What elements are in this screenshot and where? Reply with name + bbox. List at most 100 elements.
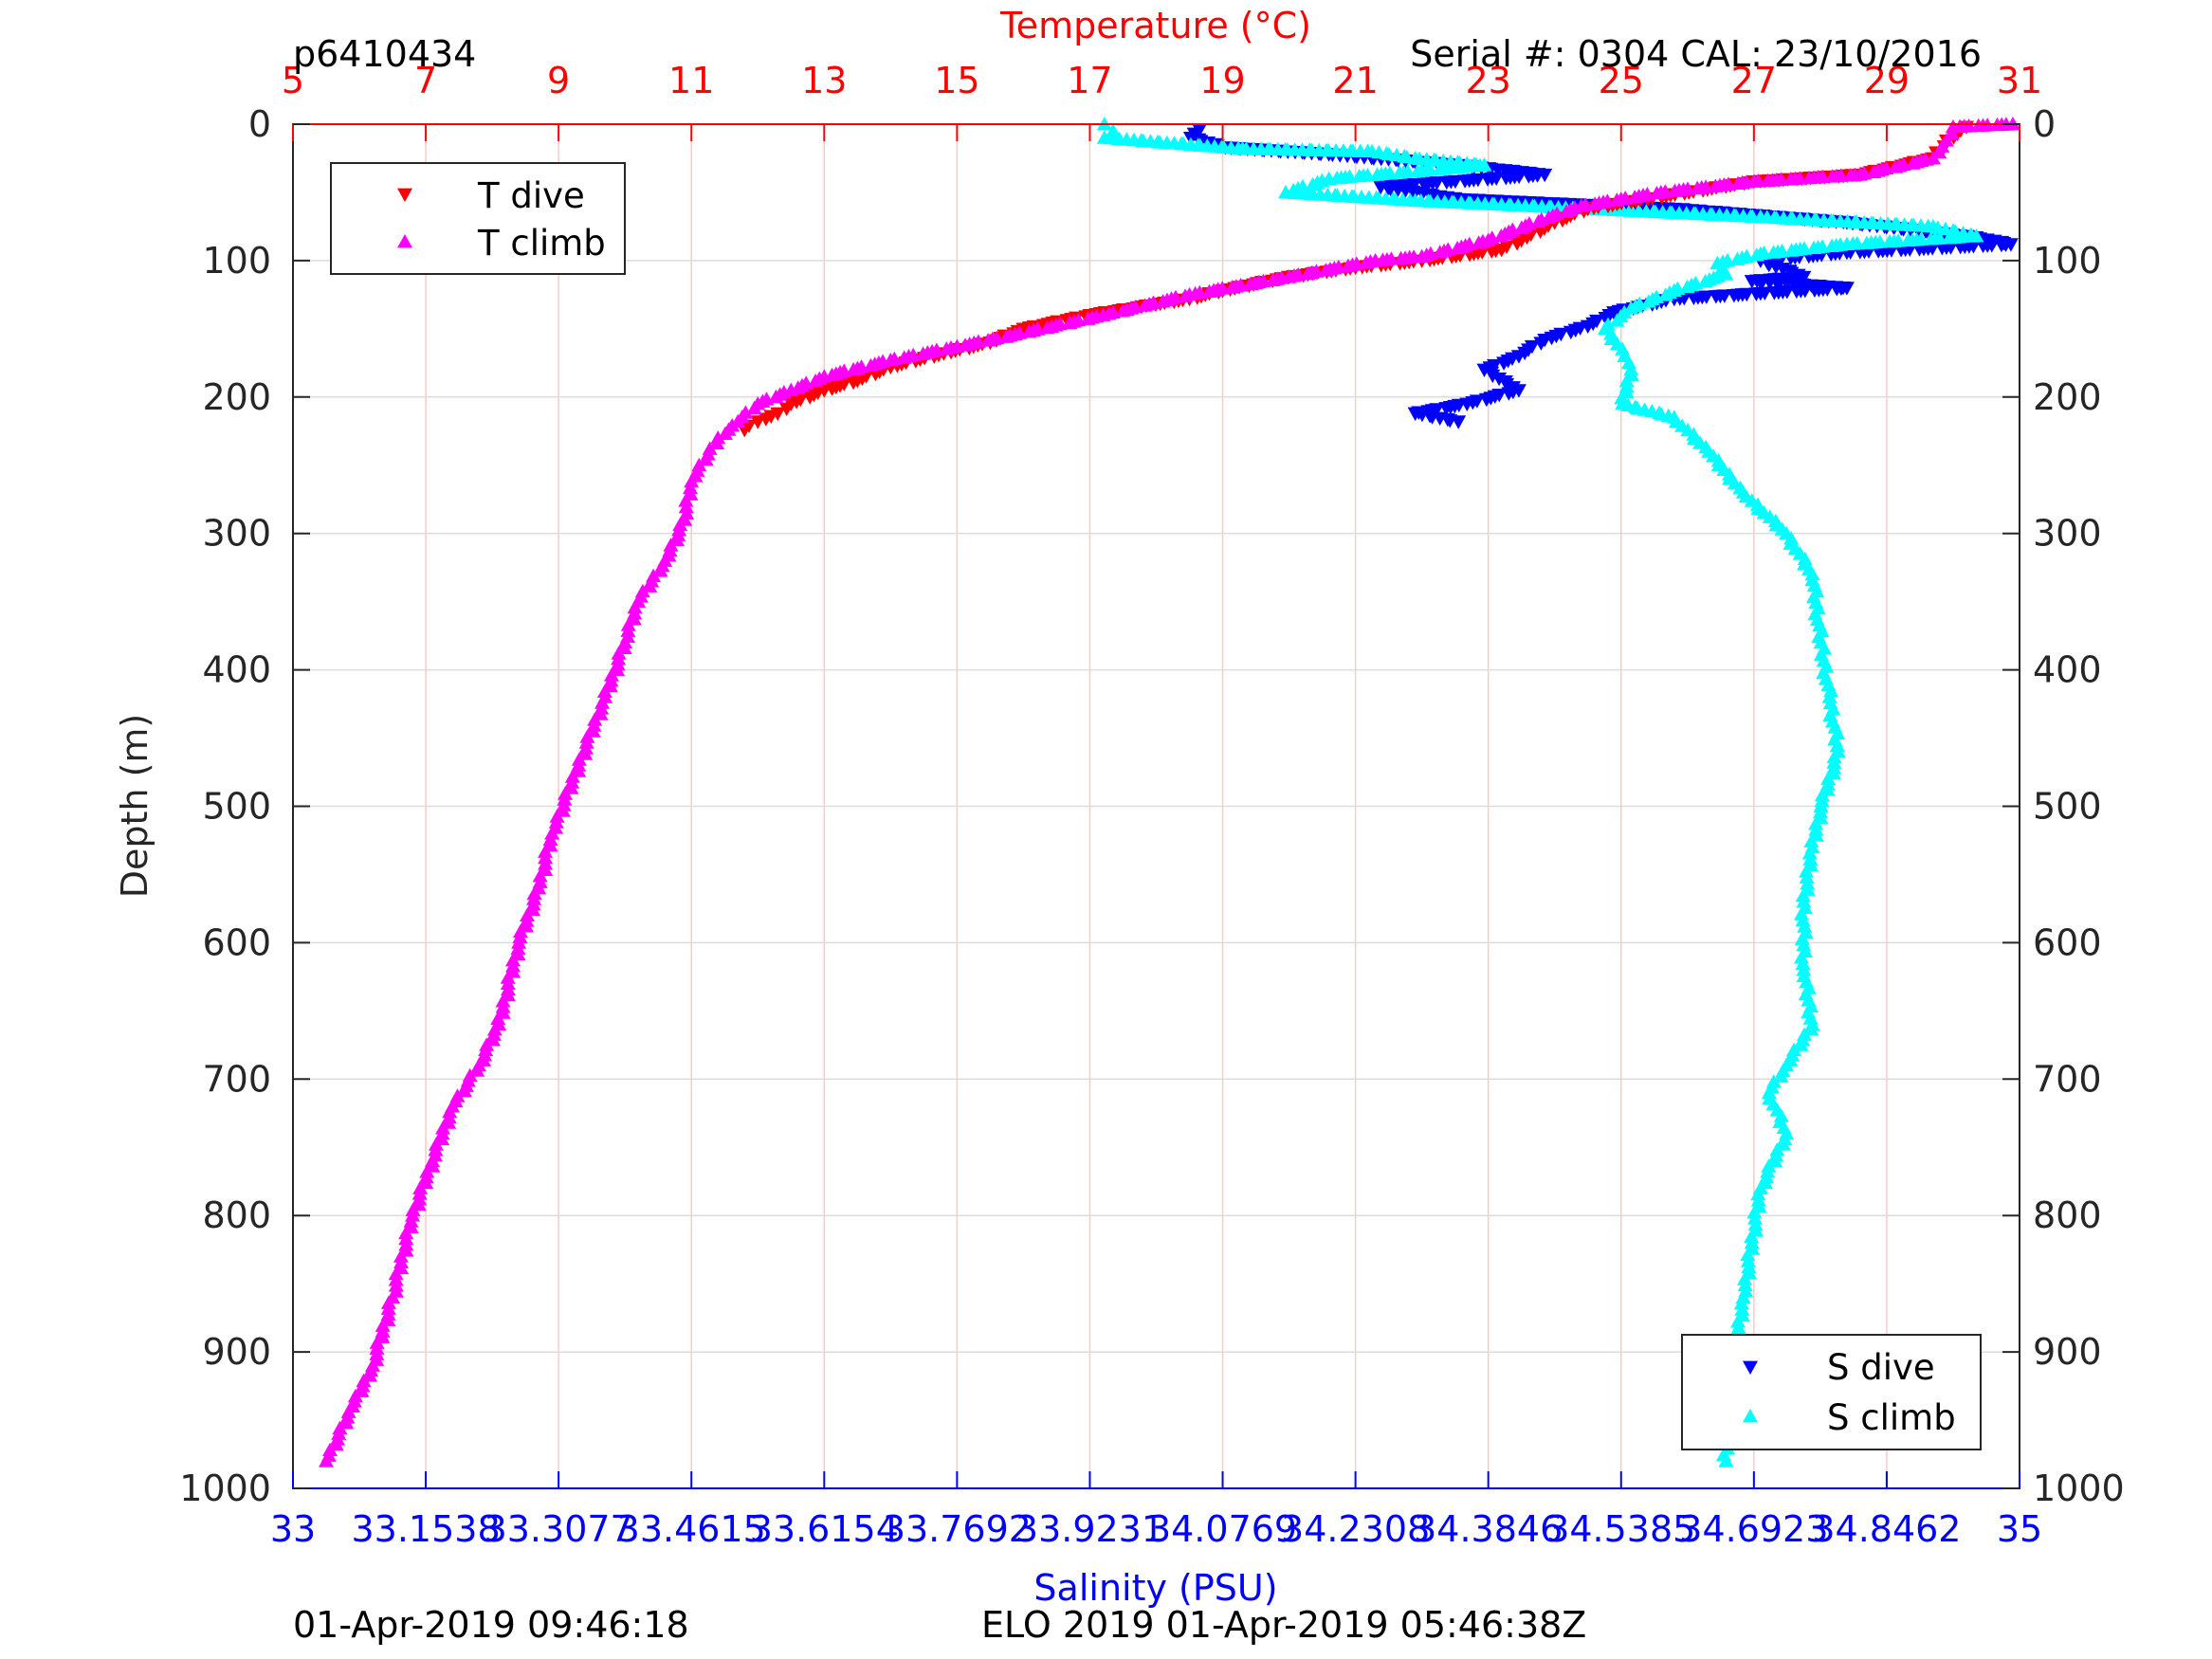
salinity-tick-label: 34.3846 <box>1414 1508 1563 1550</box>
profile-marker-s-climb <box>1814 793 1830 808</box>
profile-marker-t-climb <box>456 1083 472 1098</box>
profile-marker-t-climb <box>1300 265 1316 281</box>
depth-tick-label-left: 400 <box>202 649 271 691</box>
profile-marker-t-climb <box>1432 245 1448 259</box>
profile-marker-s-climb <box>1964 228 1980 243</box>
temperature-tick-label: 19 <box>1199 60 1245 101</box>
profile-marker-s-climb <box>1640 294 1656 308</box>
profile-marker-s-climb <box>1795 956 1811 971</box>
profile-marker-s-climb <box>1746 1211 1763 1225</box>
legend-s-dive-label: S dive <box>1827 1347 1935 1388</box>
salinity-legend: S dive S climb <box>1681 1334 1982 1450</box>
profile-marker-s-climb <box>1747 1216 1764 1231</box>
profile-marker-t-climb <box>1513 220 1529 234</box>
data-point-s-climb <box>1821 689 1837 703</box>
salinity-tick-label: 34.8462 <box>1812 1508 1961 1550</box>
salinity-tick-label: 34.0769 <box>1148 1508 1297 1550</box>
profile-marker-s-climb <box>1351 168 1367 183</box>
profile-marker-t-climb <box>678 493 694 507</box>
legend-s-climb-marker <box>1743 1409 1758 1423</box>
depth-tick-label-left: 800 <box>202 1194 271 1236</box>
profile-marker-t-climb <box>1842 168 1858 182</box>
profile-marker-s-climb <box>1823 683 1839 698</box>
profile-marker-t-climb <box>1265 272 1281 286</box>
depth-tick-label-right: 500 <box>2033 786 2102 828</box>
profile-marker-t-climb <box>1690 180 1706 195</box>
profile-marker-s-climb <box>1729 251 1746 265</box>
profile-marker-s-climb <box>1803 833 1819 848</box>
profile-marker-s-climb <box>1858 235 1874 249</box>
profile-marker-s-climb <box>1737 1271 1753 1285</box>
temperature-tick-label: 5 <box>282 60 304 101</box>
profile-marker-t-climb <box>1559 204 1575 218</box>
profile-marker-s-climb <box>1609 313 1625 327</box>
profile-marker-t-climb <box>571 752 587 766</box>
profile-marker-t-climb <box>549 809 565 823</box>
temperature-tick-label: 21 <box>1332 60 1378 101</box>
profile-marker-t-climb <box>1627 190 1643 204</box>
profile-marker-t-dive <box>778 402 795 417</box>
profile-marker-s-climb <box>1799 864 1815 878</box>
salinity-tick-label: 35 <box>1997 1508 2042 1550</box>
profile-marker-t-climb <box>1866 164 1882 178</box>
profile-marker-t-climb <box>594 695 611 709</box>
profile-marker-s-climb <box>1679 279 1695 294</box>
depth-tick-label-right: 100 <box>2033 240 2102 282</box>
profile-marker-t-climb <box>1393 250 1409 265</box>
profile-marker-s-climb <box>1744 1229 1760 1243</box>
profile-marker-t-climb <box>1530 213 1546 228</box>
salinity-tick-label: 33.3077 <box>484 1508 633 1550</box>
profile-marker-s-climb <box>1777 1131 1793 1146</box>
profile-marker-s-climb <box>1697 273 1713 288</box>
profile-marker-s-climb <box>1769 1142 1785 1157</box>
profile-marker-t-climb <box>698 451 714 466</box>
profile-marker-s-climb <box>1392 165 1408 179</box>
profile-marker-s-climb <box>1729 1314 1746 1328</box>
profile-marker-s-climb <box>1801 846 1818 860</box>
profile-marker-t-climb <box>1587 196 1603 210</box>
data-point-s-climb <box>1623 362 1639 376</box>
profile-marker-s-climb <box>1829 738 1845 752</box>
axis-ticks: 5 33 7 33.1538 9 33.3077 11 33.4615 13 33.6154 15 3… <box>179 60 2124 1550</box>
profile-marker-s-climb <box>1734 1302 1750 1316</box>
profile-marker-t-climb <box>709 435 725 450</box>
profile-marker-t-climb <box>915 346 931 360</box>
profile-marker-t-climb <box>587 712 603 726</box>
depth-tick-label-left: 1000 <box>179 1468 271 1509</box>
depth-tick-label-left: 500 <box>202 786 271 828</box>
profile-marker-t-climb <box>1708 178 1724 192</box>
profile-marker-t-climb <box>469 1063 485 1077</box>
temperature-tick-label: 25 <box>1599 60 1644 101</box>
temperature-tick-label: 31 <box>1997 60 2042 101</box>
profile-marker-t-climb <box>586 718 602 732</box>
profile-marker-s-climb <box>1900 232 1916 247</box>
profile-marker-t-climb <box>579 729 595 743</box>
depth-tick-label-left: 200 <box>202 376 271 418</box>
depth-gridlines <box>293 260 2020 1353</box>
profile-marker-t-climb <box>1021 323 1037 338</box>
salinity-tick-label: 33.9231 <box>1015 1508 1164 1550</box>
data-point-s-climb <box>1796 894 1812 908</box>
legend-t-dive-label: T dive <box>477 175 585 216</box>
salinity-tick-label: 34.5385 <box>1546 1508 1695 1550</box>
data-point-t-dive <box>750 415 766 429</box>
profile-marker-t-climb <box>548 814 564 829</box>
legend-s-dive-marker <box>1743 1360 1758 1375</box>
data-point-t-climb <box>1945 118 1961 134</box>
profile-marker-s-climb <box>1657 287 1673 301</box>
depth-tick-label-right: 600 <box>2033 921 2102 963</box>
data-series <box>319 117 2020 1468</box>
temperature-tick-label: 9 <box>547 60 570 101</box>
temperature-tick-label: 15 <box>934 60 979 101</box>
depth-tick-label-left: 700 <box>202 1058 271 1100</box>
profile-marker-t-climb <box>846 362 862 376</box>
profile-marker-s-climb <box>1783 243 1800 257</box>
depth-tick-label-right: 700 <box>2033 1058 2102 1100</box>
profile-marker-t-climb <box>863 357 879 373</box>
profile-marker-s-climb <box>1793 906 1809 921</box>
profile-marker-t-climb <box>1649 185 1665 200</box>
temperature-tick-label: 17 <box>1067 60 1112 101</box>
profile-marker-s-climb <box>1432 161 1448 175</box>
profile-marker-s-climb <box>1450 159 1466 174</box>
